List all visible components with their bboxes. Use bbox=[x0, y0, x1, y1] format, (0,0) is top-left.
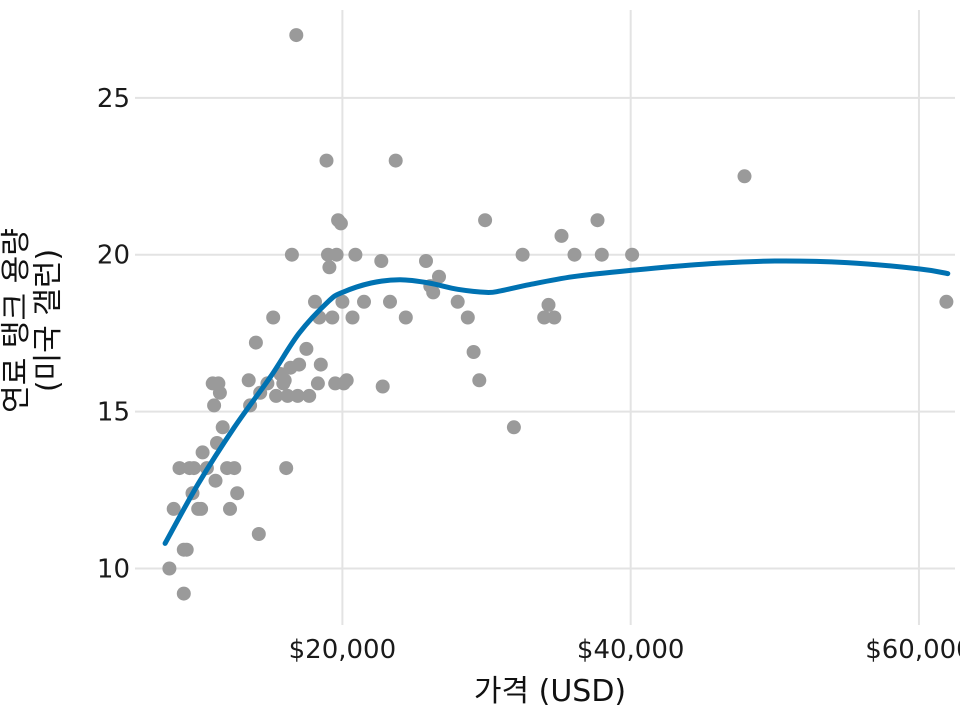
y-tick-label-3: 25 bbox=[97, 84, 130, 114]
x-axis-title: 가격 (USD) bbox=[474, 674, 626, 709]
data-point-87 bbox=[939, 294, 954, 309]
x-tick-label-2: $60,000 bbox=[865, 635, 960, 665]
data-point-23 bbox=[230, 486, 245, 501]
y-gridlines bbox=[135, 96, 955, 570]
data-point-55 bbox=[333, 216, 348, 231]
data-point-65 bbox=[388, 153, 403, 168]
y-axis-title-line-1: (미국 갤런) bbox=[31, 249, 66, 392]
data-point-51 bbox=[325, 310, 340, 325]
data-point-83 bbox=[590, 213, 605, 228]
data-point-44 bbox=[308, 294, 322, 309]
data-point-21 bbox=[223, 501, 237, 516]
y-tick-label-0: 10 bbox=[97, 555, 130, 585]
data-point-82 bbox=[567, 247, 582, 262]
data-point-85 bbox=[625, 247, 640, 262]
data-point-41 bbox=[290, 388, 305, 403]
data-point-75 bbox=[478, 213, 493, 228]
data-point-60 bbox=[348, 247, 363, 262]
data-point-7 bbox=[186, 461, 201, 476]
data-point-74 bbox=[472, 373, 487, 388]
data-point-31 bbox=[269, 388, 284, 403]
data-point-47 bbox=[313, 357, 328, 372]
data-point-18 bbox=[212, 385, 227, 400]
data-point-81 bbox=[554, 228, 569, 243]
data-point-64 bbox=[383, 294, 397, 309]
data-point-66 bbox=[398, 310, 413, 325]
data-point-15 bbox=[208, 473, 223, 488]
data-point-34 bbox=[277, 373, 292, 388]
data-point-39 bbox=[289, 28, 304, 43]
y-tick-label-1: 15 bbox=[97, 398, 130, 428]
data-point-43 bbox=[302, 388, 317, 403]
data-point-48 bbox=[319, 153, 334, 168]
data-point-77 bbox=[515, 247, 530, 262]
y-axis-title: 연료 탱크 용량(미국 갤런) bbox=[0, 228, 66, 413]
data-point-76 bbox=[506, 420, 521, 435]
x-axis-tick-labels: $20,000 $40,000 $60,000 bbox=[289, 635, 960, 665]
data-point-71 bbox=[450, 294, 465, 309]
data-point-73 bbox=[466, 345, 481, 359]
data-point-58 bbox=[339, 373, 354, 388]
data-point-36 bbox=[280, 388, 295, 403]
data-point-9 bbox=[194, 501, 209, 516]
data-point-45 bbox=[310, 376, 325, 391]
data-point-78 bbox=[537, 310, 552, 325]
x-tick-label-1: $40,000 bbox=[577, 635, 685, 665]
data-point-70 bbox=[432, 269, 446, 284]
data-point-84 bbox=[594, 247, 609, 262]
data-point-69 bbox=[426, 285, 441, 300]
y-axis-title-line-0: 연료 탱크 용량 bbox=[0, 228, 34, 413]
data-point-38 bbox=[284, 247, 299, 262]
x-tick-label-0: $20,000 bbox=[289, 635, 397, 665]
x-gridlines bbox=[341, 10, 920, 625]
data-point-4 bbox=[179, 542, 194, 557]
data-point-27 bbox=[251, 527, 266, 541]
data-point-19 bbox=[215, 420, 230, 435]
data-point-86 bbox=[737, 169, 752, 184]
data-point-42 bbox=[299, 341, 314, 356]
data-point-22 bbox=[227, 461, 242, 476]
data-point-5 bbox=[166, 501, 181, 516]
data-point-61 bbox=[357, 294, 371, 309]
data-point-1 bbox=[172, 461, 187, 476]
data-point-79 bbox=[541, 297, 556, 312]
data-point-40 bbox=[292, 357, 307, 372]
data-point-30 bbox=[266, 310, 281, 325]
smoothed-trend-line bbox=[162, 258, 951, 546]
data-point-11 bbox=[195, 445, 210, 460]
data-point-72 bbox=[460, 310, 475, 325]
data-point-80 bbox=[547, 310, 562, 325]
y-axis-tick-labels: 10 15 20 25 bbox=[97, 84, 130, 585]
data-point-14 bbox=[207, 398, 222, 413]
data-point-50 bbox=[322, 260, 337, 275]
data-point-53 bbox=[329, 247, 344, 262]
data-point-67 bbox=[419, 254, 433, 268]
data-point-24 bbox=[241, 373, 256, 388]
data-point-35 bbox=[279, 461, 294, 476]
data-point-26 bbox=[248, 335, 263, 350]
data-points bbox=[162, 28, 954, 601]
data-point-56 bbox=[335, 294, 350, 309]
data-point-63 bbox=[375, 379, 390, 394]
data-point-59 bbox=[345, 310, 360, 325]
data-point-2 bbox=[176, 586, 191, 601]
data-point-62 bbox=[374, 254, 389, 268]
data-point-0 bbox=[162, 561, 177, 576]
y-tick-label-2: 20 bbox=[97, 241, 130, 271]
